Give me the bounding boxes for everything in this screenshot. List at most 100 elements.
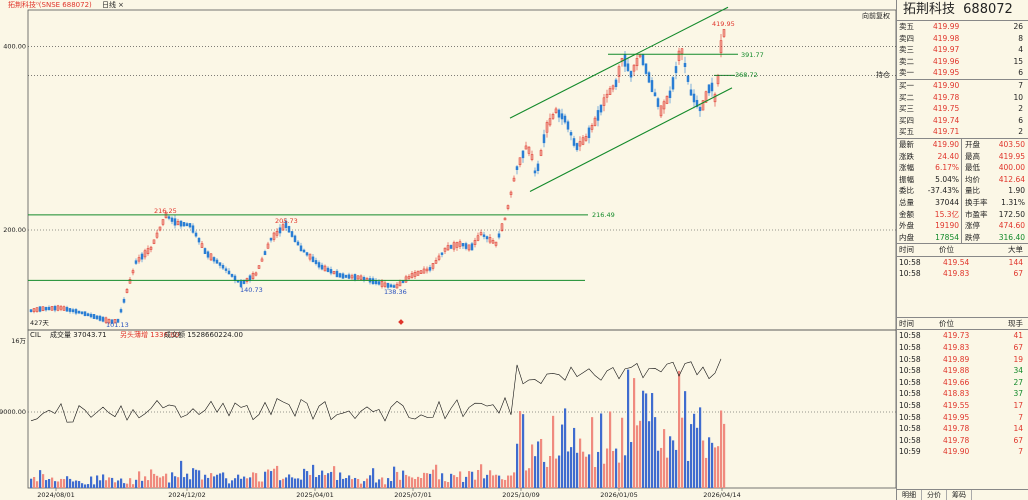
volume-bar (390, 481, 393, 488)
volume-bar (54, 481, 57, 488)
volume-bar (420, 478, 423, 488)
volume-bar (483, 478, 486, 488)
tick-row: 10:59 419.90 7 (897, 446, 1028, 458)
candle-body (485, 236, 489, 240)
volume-bar (291, 477, 294, 488)
volume-bar (243, 476, 246, 488)
candle-body (155, 232, 159, 238)
volume-bar (567, 451, 570, 488)
tick-price: 418.83 (943, 389, 970, 399)
ask-row: 卖五 419.99 26 (897, 21, 1028, 33)
stock-code: 688072 (963, 2, 1013, 17)
stat-value: 400.00 (998, 163, 1025, 173)
candle-body (326, 267, 330, 272)
tab-明细[interactable]: 明细 (897, 490, 922, 500)
volume-bar (102, 474, 105, 488)
volume-bar (609, 411, 612, 488)
candle-body (533, 170, 537, 174)
tick-price: 419.89 (943, 354, 970, 364)
price-frame (27, 9, 896, 331)
volume-bar (372, 468, 375, 488)
volume-bar (651, 393, 654, 488)
volume-bar (273, 468, 276, 488)
volume-bar (624, 455, 627, 488)
bid-label: 买五 (899, 127, 914, 137)
annotation-high-2: 205.73 (275, 217, 298, 225)
volume-bar (258, 481, 261, 488)
candle-body (464, 243, 468, 249)
volume-bar (546, 466, 549, 488)
candle-body (596, 110, 600, 121)
candle-body (419, 270, 423, 274)
tab-分价[interactable]: 分价 (922, 490, 947, 500)
volume-bar (285, 477, 288, 488)
ask-volume: 8 (1018, 33, 1023, 43)
tab-筹码[interactable]: 筹码 (947, 490, 972, 500)
volume-bar (171, 472, 174, 488)
candle-body (665, 95, 669, 104)
volume-bar (666, 457, 669, 488)
x-tick-label: 2024/12/02 (168, 491, 205, 499)
volume-bar (315, 477, 318, 488)
volume-bar (117, 480, 120, 488)
volume-bar (444, 481, 447, 488)
stat-value: 172.50 (998, 209, 1025, 219)
volume-bar (531, 444, 534, 488)
candle-body (578, 141, 582, 147)
volume-bar (672, 440, 675, 488)
candle-body (467, 244, 471, 251)
volume-bars (30, 369, 726, 488)
x-tick-label: 2025/10/09 (502, 491, 539, 499)
volume-bar (72, 481, 75, 488)
candle-body (512, 177, 516, 182)
candle-body (128, 279, 132, 284)
stat-label: 开盘 (965, 139, 980, 149)
x-tick-label: 2026/04/14 (703, 491, 740, 499)
volume-header: 现手 (1008, 318, 1023, 328)
volume-bar (699, 407, 702, 488)
close-icon[interactable]: × (118, 1, 124, 9)
volume-bar (123, 483, 126, 488)
volume-bar (81, 483, 84, 488)
volume-bar (633, 378, 636, 488)
kline-chart: 400.00 200.00 CIL 成交量 37043.71 另头薄增 1336.00成… (0, 6, 896, 499)
volume-bar (489, 470, 492, 488)
candle-body (323, 265, 327, 272)
candle-body (287, 226, 291, 233)
volume-bar (330, 471, 333, 488)
volume-bar (168, 482, 171, 488)
volume-bar (60, 478, 63, 488)
tick-volume: 37 (1013, 389, 1023, 399)
candle-body (260, 258, 264, 262)
stat-divider (961, 220, 962, 232)
volume-bar (684, 391, 687, 488)
volume-bar (522, 414, 525, 488)
candle-body (440, 252, 444, 255)
tick-list: 10:58 419.73 41 10:58 419.83 67 10:58 419.89 19 1… (897, 330, 1028, 458)
candle-body (203, 248, 207, 255)
volume-bar (696, 427, 699, 488)
stat-value: 6.17% (935, 163, 959, 173)
adjust-flag[interactable]: 向前复权 (862, 12, 890, 20)
stat-label: 最高 (965, 151, 980, 161)
candle-body (284, 220, 288, 229)
ask-label: 卖四 (899, 33, 914, 43)
candle-body (662, 101, 666, 110)
volume-bar (105, 480, 108, 488)
tick-header: 时间 价位 现手 (897, 318, 1028, 331)
candle-body (551, 113, 555, 119)
stat-label: 外盘 (899, 221, 914, 231)
candle-body (653, 92, 657, 97)
tick-volume: 67 (1013, 343, 1023, 353)
candle-body (614, 79, 618, 87)
bid-volume: 7 (1018, 80, 1023, 90)
volume-bar (495, 474, 498, 488)
volume-bar (144, 476, 147, 488)
stat-label: 换手率 (965, 197, 988, 207)
volume-bar (333, 466, 336, 488)
stat-label: 委比 (899, 186, 914, 196)
candle-body (197, 237, 201, 243)
bid-label: 买二 (899, 92, 914, 102)
period-label[interactable]: 日线 (102, 1, 116, 9)
volume-bar (393, 466, 396, 488)
